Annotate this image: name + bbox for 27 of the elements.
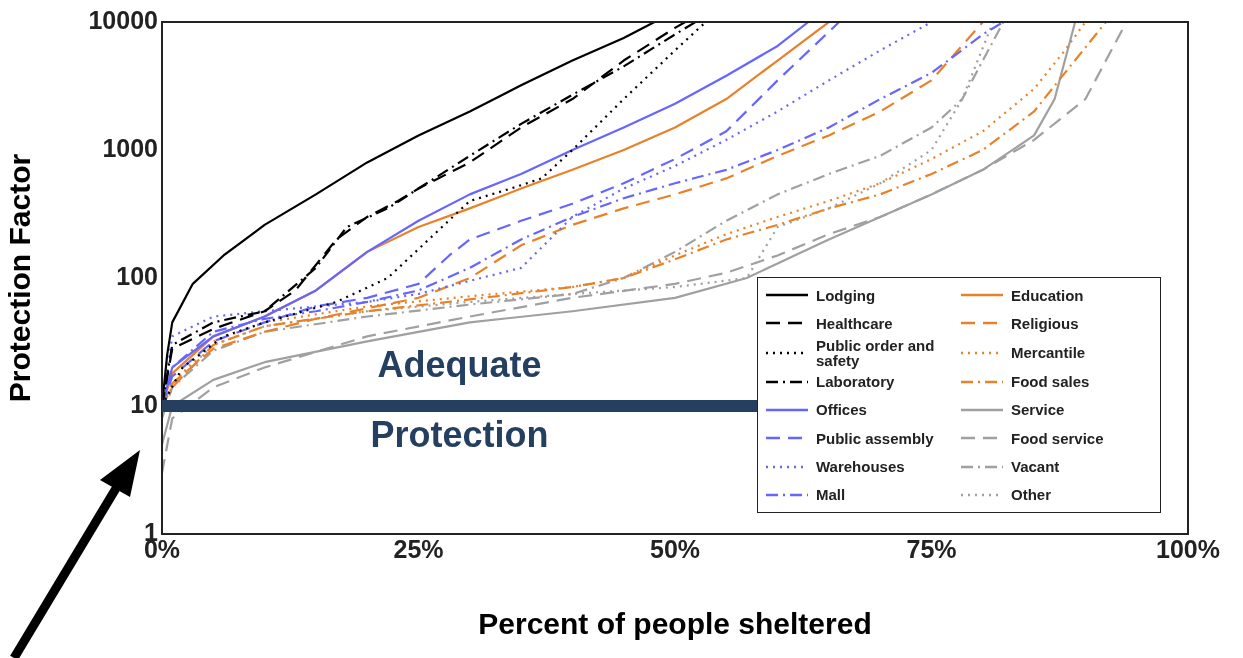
legend-label: Warehouses [816,458,905,476]
x-tick-label: 100% [1156,534,1220,563]
legend-label: Laboratory [816,373,895,391]
legend-label: Religious [1011,314,1079,332]
legend-label: Other [1011,486,1052,504]
legend-label: Offices [816,401,867,419]
legend-label: Mercantile [1011,344,1086,362]
y-tick-label: 10000 [88,5,158,34]
y-tick-label: 100 [116,261,158,290]
x-tick-label: 25% [393,534,444,563]
legend-label: Education [1011,286,1084,304]
legend-label: Mall [816,486,846,504]
y-tick-label: 1000 [102,133,158,162]
ref-line-label: Adequate Protection [370,344,549,456]
y-axis-title: Protection Factor [3,153,37,403]
legend-label: Healthcare [816,314,893,332]
legend-label: Vacant [1011,458,1060,476]
legend-label: Public order and safety [816,336,936,369]
x-tick-label: 50% [649,534,701,563]
legend-label: Food service [1011,429,1104,447]
legend-label: Public assembly [816,429,934,447]
legend-label: Food sales [1011,373,1090,391]
x-tick-label: 75% [906,534,957,563]
x-axis-title: Percent of people sheltered [478,607,872,641]
y-tick-label: 10 [130,389,158,418]
legend-label: Lodging [816,286,876,304]
legend-label: Service [1011,401,1065,419]
